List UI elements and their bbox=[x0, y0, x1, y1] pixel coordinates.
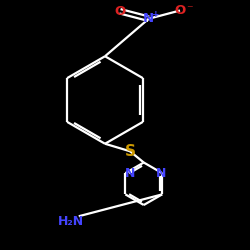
Text: N: N bbox=[156, 166, 166, 179]
Text: N: N bbox=[143, 12, 154, 25]
Text: ⁻: ⁻ bbox=[186, 3, 193, 16]
Text: N: N bbox=[125, 166, 135, 179]
Text: H₂N: H₂N bbox=[58, 215, 84, 228]
Text: O: O bbox=[174, 4, 186, 17]
Text: +: + bbox=[152, 10, 160, 19]
Text: S: S bbox=[124, 144, 136, 159]
Text: O: O bbox=[114, 5, 126, 18]
